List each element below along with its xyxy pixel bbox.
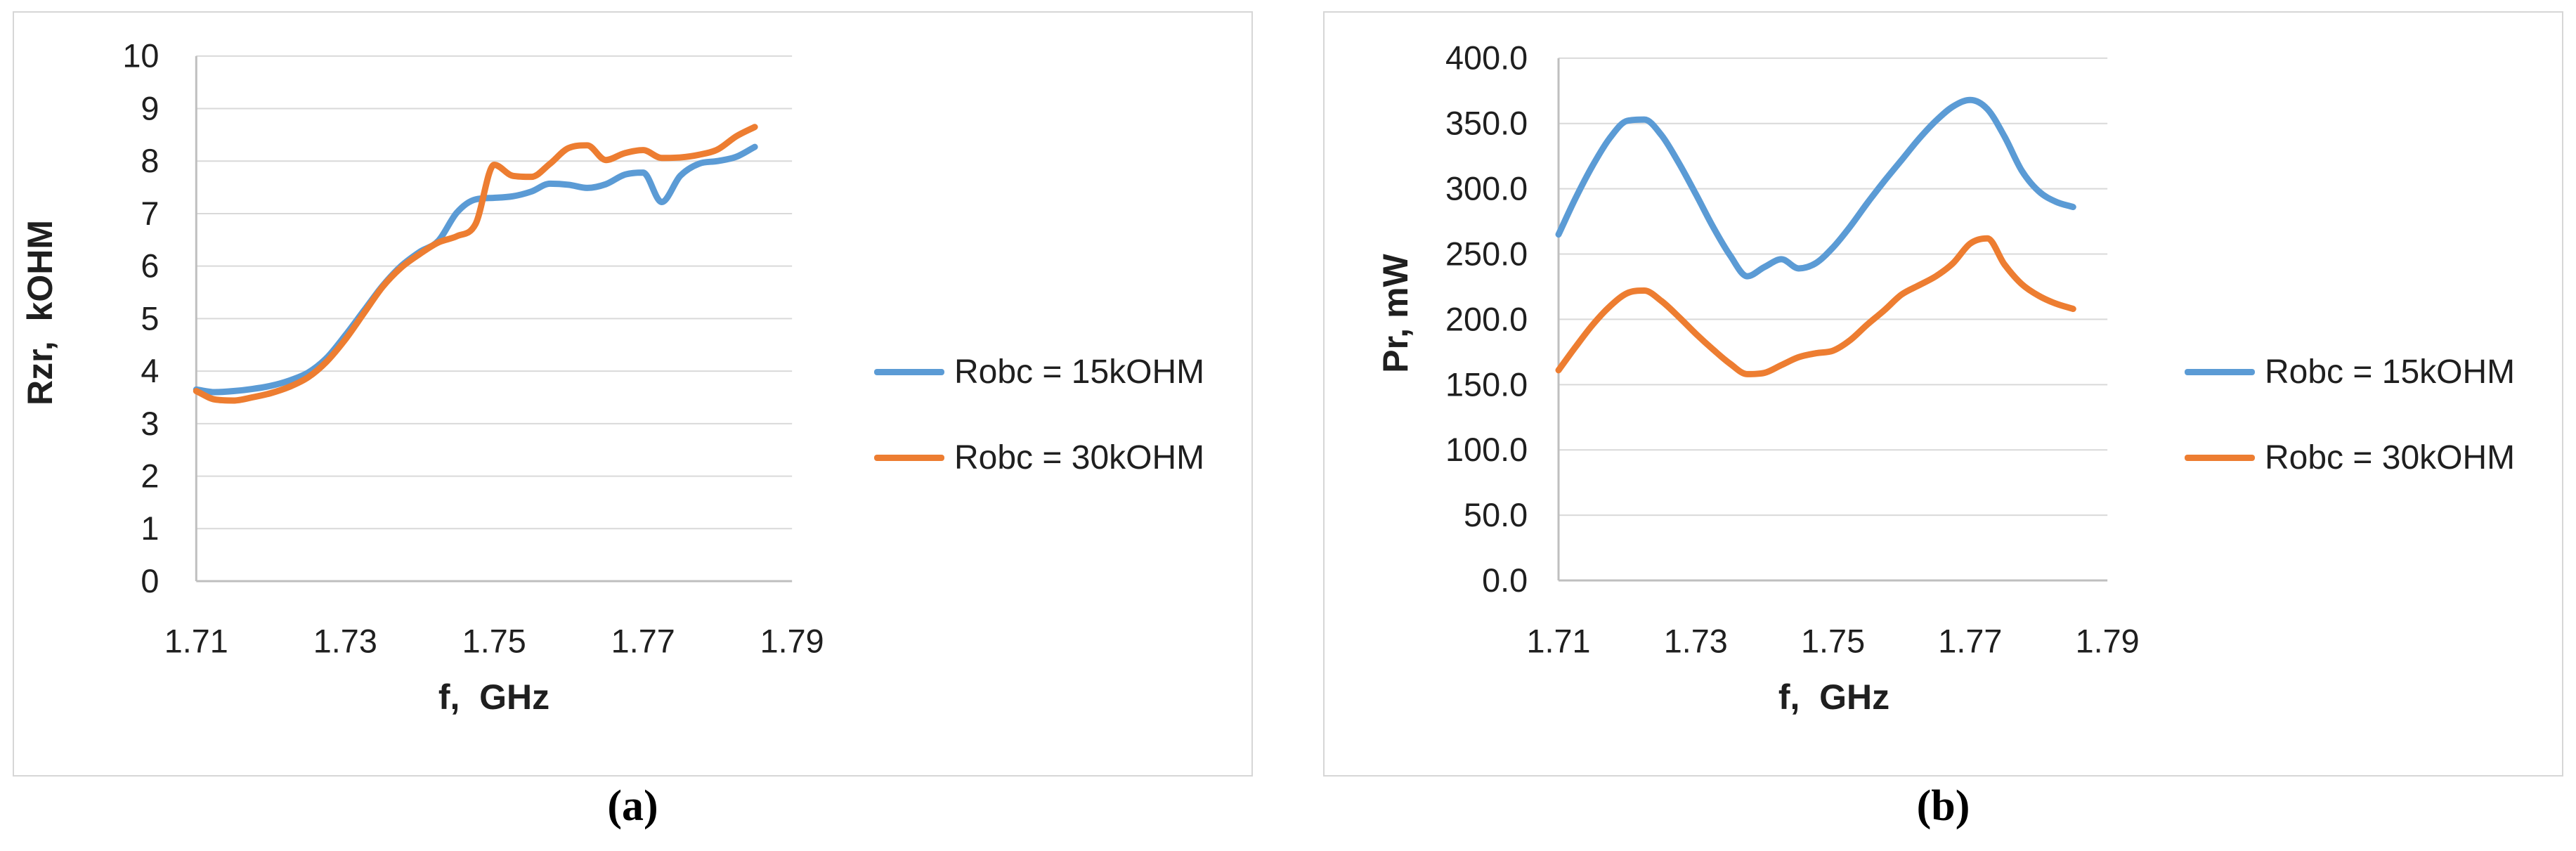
caption-b: (b) <box>1916 782 1970 830</box>
series-line-robc-15kohm <box>1555 96 2076 280</box>
y-tick-label: 5 <box>141 300 159 337</box>
y-tick-label: 150.0 <box>1445 366 1528 403</box>
caption-a: (a) <box>607 782 658 830</box>
y-tick-label: 10 <box>122 38 159 74</box>
x-tick-label: 1.75 <box>462 623 526 660</box>
x-tick-label: 1.71 <box>164 623 228 660</box>
x-tick-label: 1.77 <box>611 623 675 660</box>
series-line-robc-30kohm <box>193 124 758 404</box>
y-tick-label: 4 <box>141 353 159 389</box>
chart-panel-b: 0.0 50.0 100.0 150.0 200.0 250.0 300.0 350.0 400… <box>1323 11 2563 777</box>
x-axis-title-a: f, GHz <box>438 677 550 717</box>
x-tick-label: 1.79 <box>760 623 824 660</box>
y-tick-label: 50.0 <box>1464 497 1528 533</box>
chart-b-plot: 0.0 50.0 100.0 150.0 200.0 250.0 300.0 350.0 400… <box>1445 40 2140 660</box>
y-tick-label: 400.0 <box>1445 40 1528 77</box>
y-tick-label: 200.0 <box>1445 301 1528 337</box>
chart-panel-a: 0 1 2 3 4 5 6 7 8 9 10 1.71 1.73 1.75 1.77 1.79 Rzr, kO… <box>13 11 1253 777</box>
chart-a-plot: 0 1 2 3 4 5 6 7 8 9 10 1.71 1.73 1.75 1.77 1.79 <box>122 38 824 660</box>
y-tick-label: 250.0 <box>1445 235 1528 272</box>
y-tick-label: 2 <box>141 458 159 495</box>
y-tick-label: 9 <box>141 90 159 126</box>
y-tick-label: 0.0 <box>1482 562 1528 599</box>
x-tick-label: 1.73 <box>1664 623 1728 660</box>
x-axis-title-b: f, GHz <box>1778 677 1890 717</box>
y-axis-title-b: Pr, mW <box>1376 254 1415 373</box>
y-axis-title-a: Rzr, kOHM <box>20 220 60 405</box>
y-tick-label: 350.0 <box>1445 105 1528 142</box>
x-tick-label: 1.73 <box>313 623 377 660</box>
y-tick-label: 7 <box>141 195 159 232</box>
y-tick-label: 8 <box>141 143 159 179</box>
x-tick-label: 1.79 <box>2076 623 2140 660</box>
y-tick-label: 100.0 <box>1445 431 1528 468</box>
y-tick-label: 3 <box>141 405 159 442</box>
y-tick-label: 1 <box>141 510 159 547</box>
y-tick-label: 6 <box>141 248 159 285</box>
x-tick-label: 1.71 <box>1526 623 1590 660</box>
x-tick-label: 1.75 <box>1801 623 1865 660</box>
series-line-robc-30kohm <box>1555 235 2076 377</box>
x-tick-label: 1.77 <box>1938 623 2002 660</box>
y-tick-label: 300.0 <box>1445 171 1528 207</box>
series-line-robc-15kohm <box>193 143 758 396</box>
y-tick-label: 0 <box>141 563 159 599</box>
